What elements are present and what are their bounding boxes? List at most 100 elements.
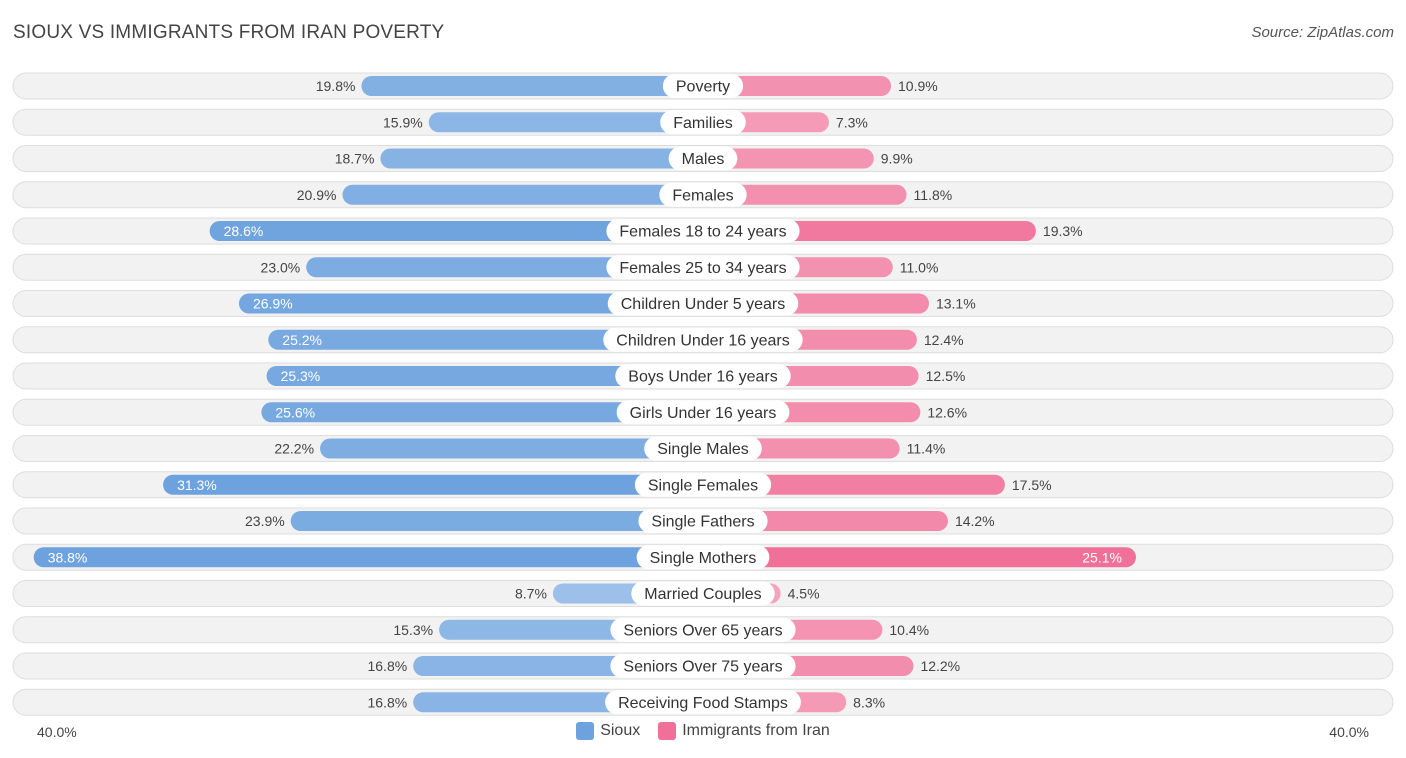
category-pill [606, 219, 800, 243]
category-label: Males [682, 151, 725, 168]
value-label-iran: 11.4% [907, 441, 946, 457]
value-label-sioux: 20.9% [297, 187, 337, 203]
value-label-sioux: 22.2% [274, 441, 314, 457]
legend-item-iran[interactable]: Immigrants from Iran [658, 722, 830, 740]
category-label: Single Males [657, 441, 749, 458]
value-label-sioux: 18.7% [335, 151, 375, 167]
bar-iran [703, 76, 892, 96]
bar-sioux [268, 329, 703, 350]
value-label-iran: 19.3% [1043, 223, 1083, 239]
value-label-sioux: 19.8% [316, 78, 356, 94]
value-label-iran: 12.5% [926, 368, 966, 384]
legend-swatch-sioux [576, 722, 595, 740]
value-label-iran: 4.5% [788, 586, 820, 602]
category-pill [607, 291, 799, 316]
value-label-iran: 11.0% [900, 259, 939, 275]
bar-sioux [261, 402, 703, 423]
category-label: Single Females [648, 477, 758, 494]
legend: Sioux Immigrants from Iran [0, 722, 1406, 740]
value-label-iran: 8.3% [853, 694, 885, 710]
axis-left-label: 40.0% [37, 724, 77, 740]
value-label-sioux: 25.3% [281, 368, 321, 384]
value-label-iran: 10.9% [898, 78, 938, 94]
category-pill [615, 364, 791, 388]
category-pill [631, 581, 775, 606]
category-pill [659, 182, 747, 207]
category-label: Boys Under 16 years [628, 369, 777, 386]
axis-right-label: 40.0% [1329, 724, 1369, 740]
category-label: Married Couples [644, 586, 761, 603]
value-label-sioux: 25.6% [275, 404, 315, 420]
legend-swatch-iran [658, 722, 677, 740]
value-label-sioux: 28.6% [224, 223, 264, 239]
source-attribution: Source: ZipAtlas.com [1251, 24, 1394, 41]
category-label: Receiving Food Stamps [618, 695, 788, 712]
value-label-iran: 13.1% [936, 296, 976, 312]
bar-iran [703, 547, 1136, 568]
category-pill [662, 74, 744, 98]
bar-sioux [209, 221, 703, 241]
value-label-sioux: 23.9% [245, 513, 285, 529]
value-label-iran: 9.9% [881, 151, 913, 167]
category-pill [668, 146, 738, 171]
category-pill [660, 110, 746, 135]
bar-sioux [33, 547, 703, 568]
category-pill [610, 654, 796, 678]
value-label-iran: 17.5% [1012, 477, 1052, 493]
value-label-iran: 12.4% [924, 332, 964, 348]
value-label-iran: 10.4% [889, 622, 929, 638]
value-label-sioux: 38.8% [48, 549, 88, 565]
category-label: Females [672, 187, 733, 204]
category-label: Families [673, 115, 733, 132]
value-label-sioux: 16.8% [367, 658, 407, 674]
value-label-sioux: 15.9% [383, 114, 423, 130]
chart-title: SIOUX VS IMMIGRANTS FROM IRAN POVERTY [13, 22, 445, 43]
value-label-iran: 12.6% [927, 404, 967, 420]
value-label-iran: 14.2% [955, 513, 995, 529]
legend-label-iran: Immigrants from Iran [682, 722, 830, 739]
value-label-sioux: 8.7% [515, 586, 547, 602]
bar-sioux [380, 148, 703, 169]
category-label: Children Under 16 years [616, 332, 789, 349]
value-label-iran: 12.2% [920, 658, 960, 674]
category-label: Children Under 5 years [621, 296, 786, 313]
bar-iran [703, 184, 907, 205]
value-label-sioux: 25.2% [282, 332, 322, 348]
bar-sioux [163, 474, 703, 495]
bar-sioux [361, 76, 703, 96]
category-pill [606, 255, 800, 280]
legend-label-sioux: Sioux [600, 722, 641, 739]
value-label-sioux: 31.3% [177, 477, 217, 493]
bar-iran [703, 474, 1005, 495]
bar-sioux [238, 293, 703, 314]
value-label-sioux: 16.8% [367, 694, 407, 710]
bar-sioux [342, 184, 703, 205]
value-label-iran: 7.3% [836, 114, 868, 130]
value-label-iran: 11.8% [914, 187, 953, 203]
bar-sioux [306, 257, 703, 278]
category-pill [634, 472, 772, 497]
category-label: Females 18 to 24 years [619, 224, 786, 241]
category-pill [610, 617, 796, 642]
category-label: Females 25 to 34 years [619, 260, 786, 277]
legend-item-sioux[interactable]: Sioux [576, 722, 640, 740]
category-label: Single Mothers [650, 550, 757, 567]
category-pill [603, 327, 803, 352]
category-label: Girls Under 16 years [630, 405, 777, 422]
category-label: Single Fathers [651, 514, 754, 531]
category-label: Poverty [676, 79, 730, 96]
value-label-sioux: 15.3% [393, 622, 433, 638]
category-pill [616, 400, 790, 425]
bar-sioux [428, 112, 703, 133]
bar-sioux [320, 438, 703, 459]
category-label: Seniors Over 65 years [623, 622, 782, 639]
value-label-sioux: 23.0% [261, 259, 301, 275]
bar-sioux [266, 366, 703, 386]
category-pill [605, 690, 801, 715]
category-pill [636, 545, 770, 570]
category-pill [638, 509, 768, 533]
value-label-sioux: 26.9% [253, 296, 293, 312]
category-pill [644, 436, 762, 461]
bar-iran [703, 148, 874, 169]
